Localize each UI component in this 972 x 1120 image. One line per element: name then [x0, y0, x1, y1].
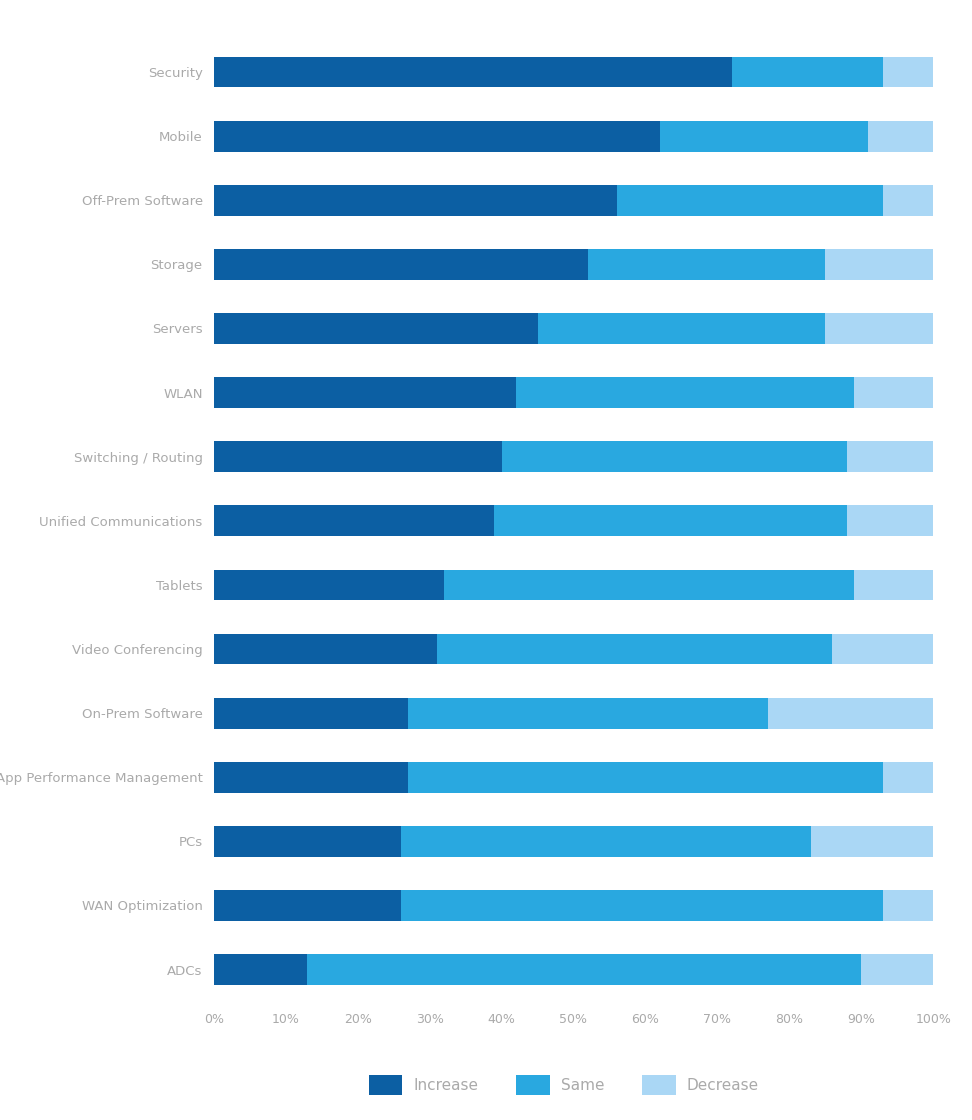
Bar	[214, 762, 408, 793]
Bar	[588, 249, 825, 280]
Bar	[660, 121, 868, 151]
Bar	[847, 505, 933, 536]
Bar	[883, 890, 933, 921]
Bar	[832, 634, 933, 664]
Bar	[825, 314, 933, 344]
Bar	[444, 569, 854, 600]
Bar	[400, 825, 811, 857]
Bar	[214, 57, 732, 87]
Bar	[307, 954, 861, 984]
Bar	[502, 441, 847, 473]
Bar	[883, 762, 933, 793]
Bar	[861, 954, 933, 984]
Bar	[214, 505, 495, 536]
Bar	[214, 377, 516, 408]
Bar	[854, 569, 933, 600]
Bar	[811, 825, 933, 857]
Bar	[214, 634, 436, 664]
Bar	[214, 569, 444, 600]
Bar	[516, 377, 854, 408]
Bar	[214, 698, 408, 728]
Bar	[214, 890, 400, 921]
Bar	[847, 441, 933, 473]
Bar	[214, 121, 660, 151]
Bar	[825, 249, 933, 280]
Bar	[408, 762, 883, 793]
Bar	[214, 954, 307, 984]
Bar	[214, 314, 538, 344]
Bar	[732, 57, 883, 87]
Bar	[214, 825, 400, 857]
Legend: Increase, Same, Decrease: Increase, Same, Decrease	[363, 1070, 765, 1101]
Bar	[854, 377, 933, 408]
Bar	[616, 185, 883, 216]
Bar	[883, 57, 933, 87]
Bar	[868, 121, 933, 151]
Bar	[436, 634, 832, 664]
Bar	[214, 185, 616, 216]
Bar	[538, 314, 825, 344]
Bar	[214, 249, 588, 280]
Bar	[495, 505, 847, 536]
Bar	[408, 698, 768, 728]
Bar	[400, 890, 883, 921]
Bar	[768, 698, 933, 728]
Bar	[214, 441, 502, 473]
Bar	[883, 185, 933, 216]
